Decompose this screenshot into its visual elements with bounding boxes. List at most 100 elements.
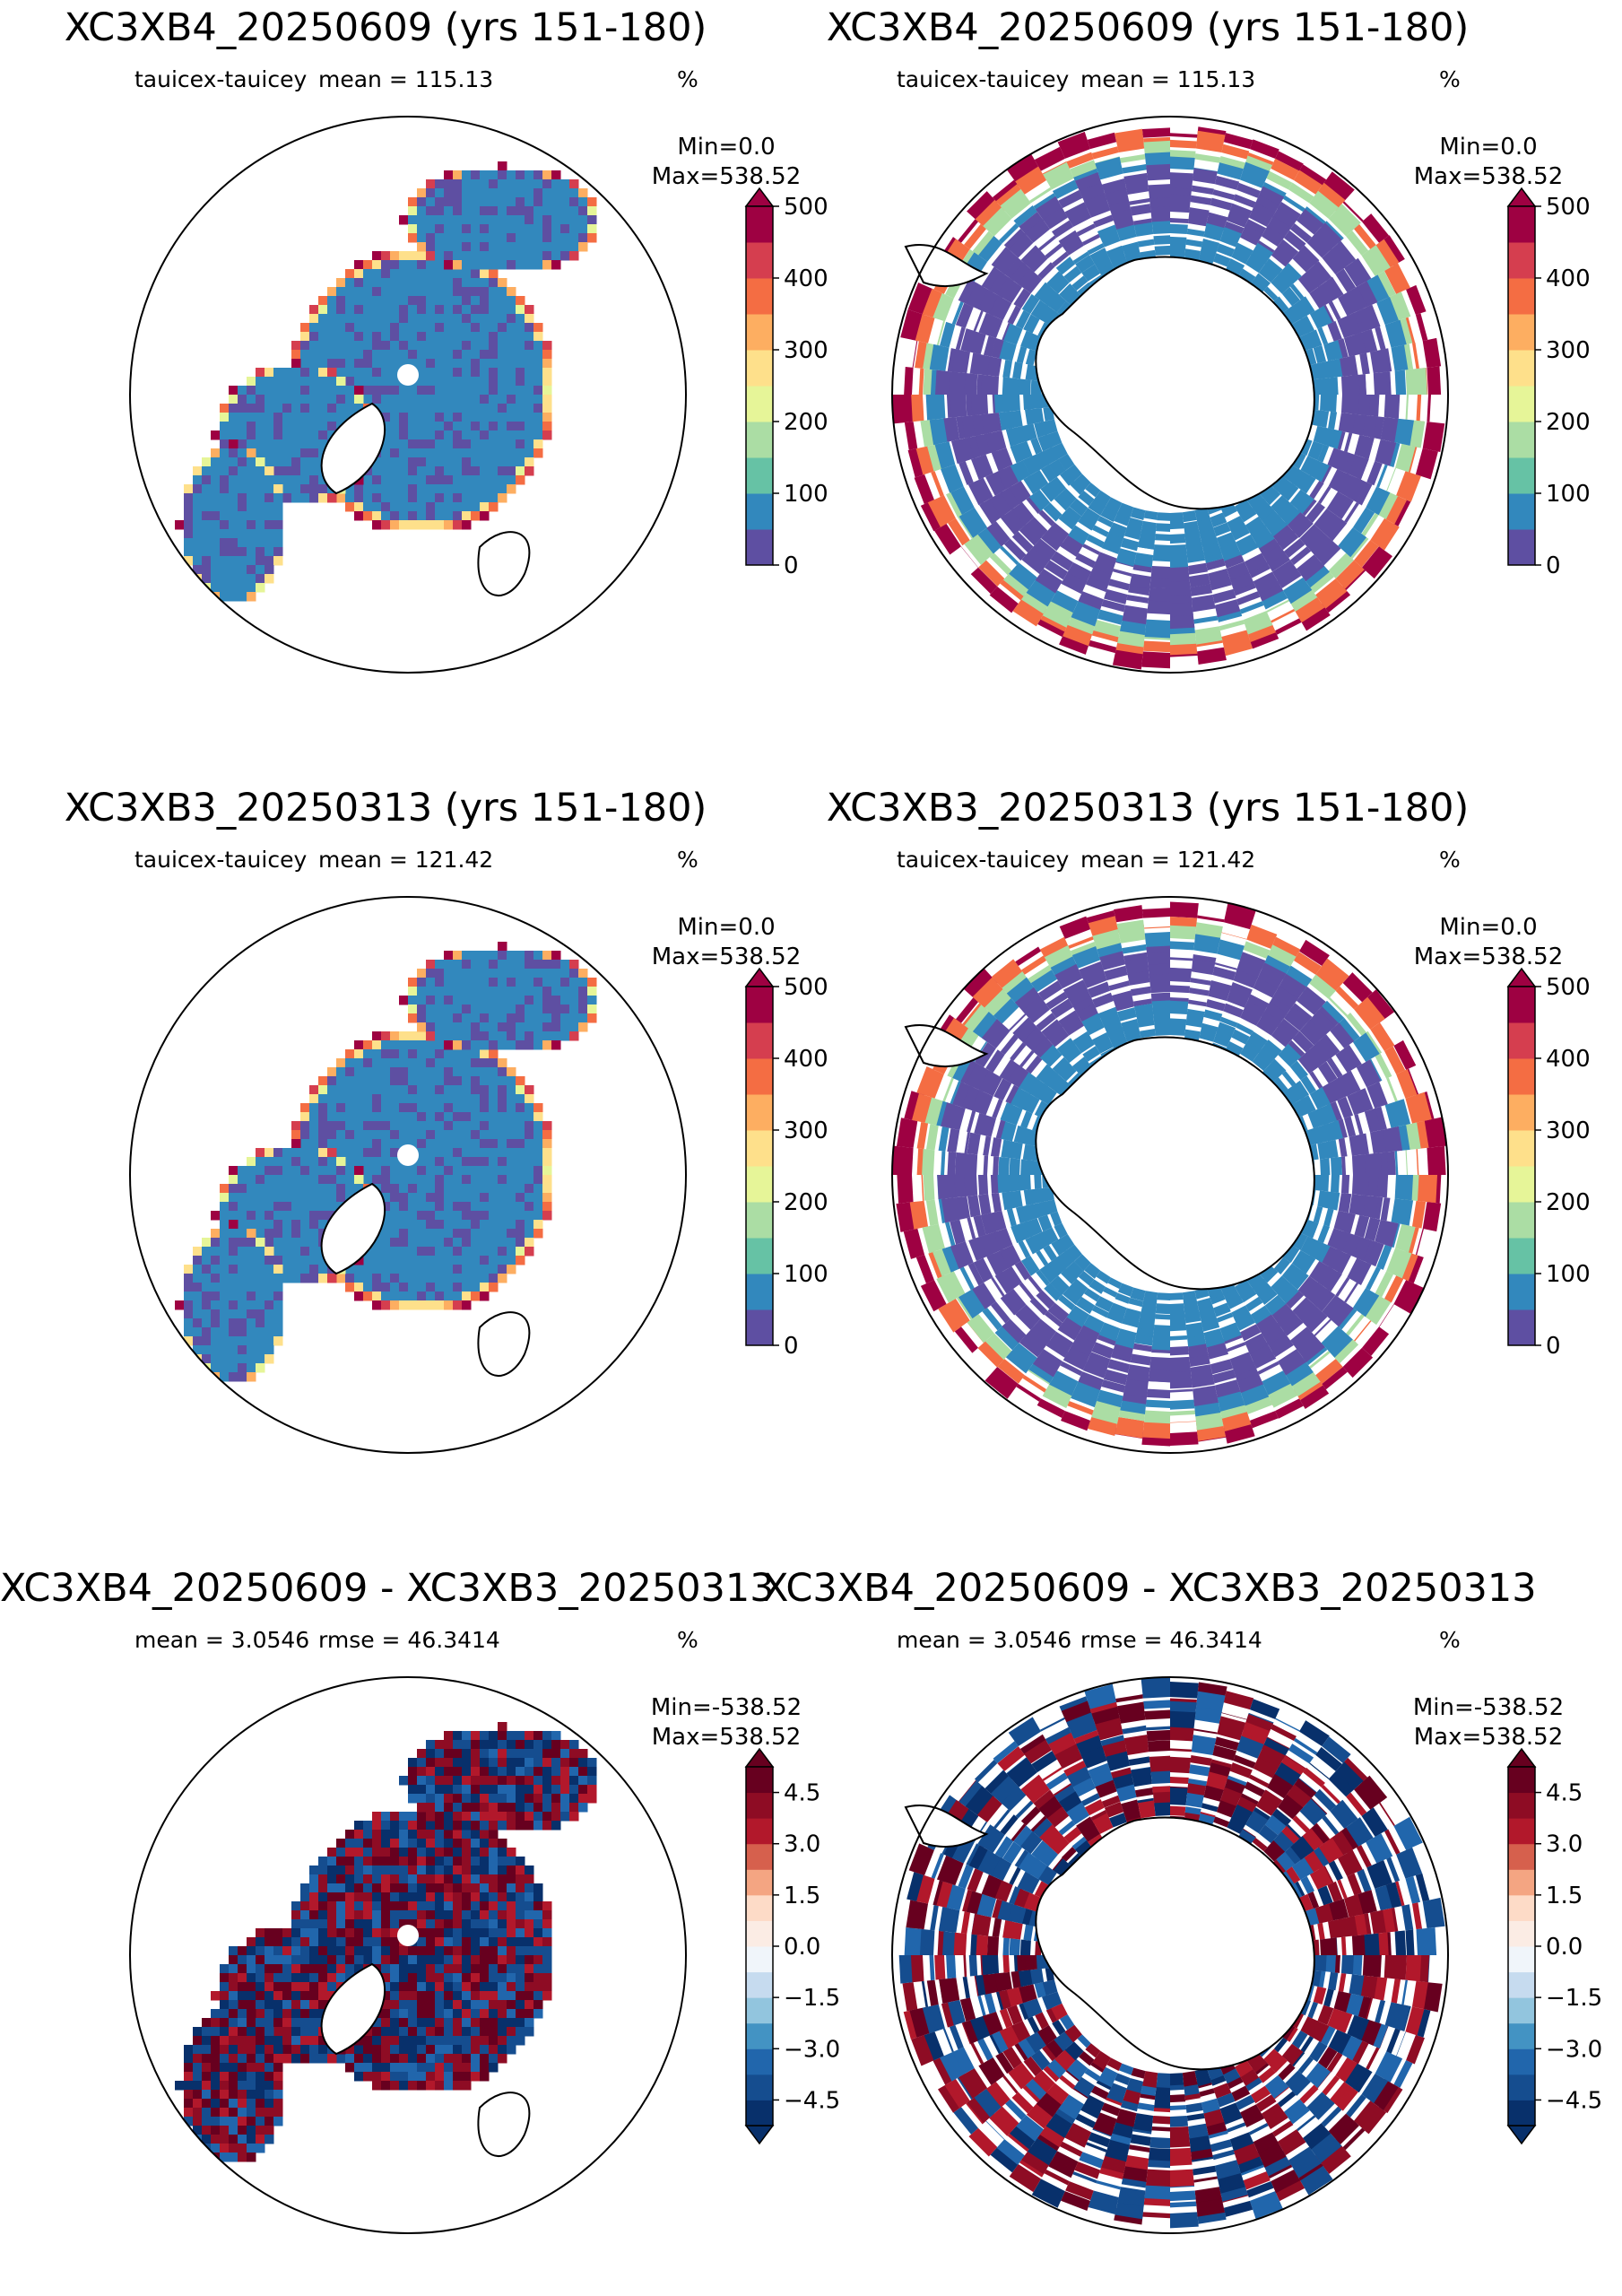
colorbar-segment xyxy=(1508,529,1535,566)
greenland-coastline xyxy=(320,402,386,495)
scandinavia-coastline xyxy=(477,531,531,596)
colorbar: 0 100 200 300 400 500 xyxy=(744,967,828,1360)
colorbar-segment xyxy=(746,1869,773,1896)
colorbar-tick-label: 0 xyxy=(1546,1333,1561,1360)
colorbar-extend-max xyxy=(1506,187,1537,207)
polar-map xyxy=(129,896,687,1454)
colorbar-segment xyxy=(1508,1094,1535,1131)
colorbar-tick-label: 1.5 xyxy=(784,1883,820,1909)
colorbar-tick-label: 300 xyxy=(784,1118,828,1144)
colorbar-segment xyxy=(1508,1920,1535,1947)
panel-0: XC3XB4_20250609 (yrs 151-180) tauicex-ta… xyxy=(0,0,828,735)
map-field xyxy=(175,942,597,1382)
panel-mean-label: mean = 115.13 xyxy=(318,66,494,92)
colorbar-segment xyxy=(746,1792,773,1819)
max-label: Max=538.52 xyxy=(1413,1724,1564,1751)
panel-variable-label: mean = 3.0546 xyxy=(134,1627,310,1653)
min-max-label: Min=0.0 Max=538.52 xyxy=(1408,133,1569,192)
colorbar-tick-label: 200 xyxy=(1546,1189,1591,1216)
colorbar-segment xyxy=(1508,1130,1535,1167)
colorbar-tick-label: 100 xyxy=(784,481,828,508)
colorbar-tick-label: 200 xyxy=(784,1189,828,1216)
colorbar-segment xyxy=(746,2100,773,2126)
colorbar-segment xyxy=(746,529,773,566)
colorbar-tick-label: 500 xyxy=(1546,194,1591,221)
colorbar-tick-label: 300 xyxy=(784,337,828,364)
colorbar-segment xyxy=(746,1997,773,2024)
colorbar-tick-label: 500 xyxy=(784,194,828,221)
colorbar-tick-label: 0.0 xyxy=(784,1934,820,1961)
map-field xyxy=(175,161,597,602)
colorbar-tick-label: −4.5 xyxy=(1546,2087,1602,2114)
colorbar-segment xyxy=(1508,1202,1535,1239)
scandinavia-coastline xyxy=(477,1311,531,1377)
min-label: Min=0.0 xyxy=(1439,134,1538,161)
colorbar-segment xyxy=(1508,1166,1535,1203)
colorbar-segment xyxy=(1508,1997,1535,2024)
colorbar-frame xyxy=(745,986,774,1346)
colorbar-tick-label: −1.5 xyxy=(1546,1985,1602,2012)
colorbar-segment xyxy=(1508,493,1535,530)
colorbar-segment xyxy=(746,1238,773,1274)
panel-mean-label: rmse = 46.3414 xyxy=(318,1627,500,1653)
south-america-coastline xyxy=(904,1805,989,1848)
panel-title: XC3XB3_20250313 (yrs 151-180) xyxy=(64,786,707,831)
colorbar-segment xyxy=(1508,2100,1535,2126)
map-boundary xyxy=(891,1676,1449,2234)
colorbar: −4.5 −3.0 −1.5 0.0 1.5 3.0 4.5 xyxy=(1506,1747,1602,2145)
colorbar-segment xyxy=(1508,1274,1535,1310)
colorbar-segment xyxy=(746,1309,773,1346)
panel-mean-label: mean = 115.13 xyxy=(1080,66,1256,92)
panel-variable-label: tauicex-tauicey xyxy=(134,847,308,873)
min-label: Min=0.0 xyxy=(677,134,776,161)
min-max-label: Min=-538.52 Max=538.52 xyxy=(1408,1693,1569,1752)
colorbar-segment xyxy=(746,493,773,530)
panel-mean-label: mean = 121.42 xyxy=(1080,847,1256,873)
colorbar-tick-label: 4.5 xyxy=(784,1780,820,1807)
colorbar-segment xyxy=(746,2048,773,2075)
map-field xyxy=(892,901,1448,1447)
pole-hole xyxy=(397,1144,419,1166)
colorbar-segment xyxy=(746,1843,773,1870)
colorbar-segment xyxy=(1508,2022,1535,2049)
panel-title: XC3XB3_20250313 (yrs 151-180) xyxy=(826,786,1470,831)
panel-title: XC3XB4_20250609 (yrs 151-180) xyxy=(64,5,707,50)
panel-variable-label: tauicex-tauicey xyxy=(897,847,1070,873)
map-boundary xyxy=(891,896,1449,1454)
colorbar-segment xyxy=(1508,2048,1535,2075)
colorbar: 0 100 200 300 400 500 xyxy=(1506,187,1591,579)
colorbar-tick-label: 0 xyxy=(1546,552,1561,579)
colorbar-segment xyxy=(1508,242,1535,279)
colorbar-segment xyxy=(746,1274,773,1310)
colorbar-segment xyxy=(746,1094,773,1131)
south-america-coastline xyxy=(904,244,989,288)
colorbar-segment xyxy=(1508,1894,1535,1921)
colorbar-segment xyxy=(746,1202,773,1239)
max-label: Max=538.52 xyxy=(651,163,802,190)
panel-5: XC3XB4_20250609 - XC3XB3_20250313 mean =… xyxy=(762,1561,1602,2296)
colorbar-segment xyxy=(1508,350,1535,387)
colorbar-segment xyxy=(746,1767,773,1794)
colorbar-segment xyxy=(1508,1818,1535,1845)
colorbar-frame xyxy=(745,205,774,566)
panel-4: XC3XB4_20250609 - XC3XB3_20250313 mean =… xyxy=(0,1561,840,2296)
antarctica-coastline xyxy=(1035,256,1315,510)
colorbar-segment xyxy=(746,1022,773,1059)
colorbar-tick-label: 100 xyxy=(1546,1261,1591,1288)
colorbar-segment xyxy=(746,242,773,279)
colorbar-tick-label: 300 xyxy=(1546,337,1591,364)
scandinavia-coastline xyxy=(477,2092,531,2157)
colorbar-segment xyxy=(746,1946,773,1973)
south-america-coastline xyxy=(904,1024,989,1068)
panel-mean-label: rmse = 46.3414 xyxy=(1080,1627,1262,1653)
colorbar-tick-label: 0.0 xyxy=(1546,1934,1583,1961)
colorbar-segment xyxy=(746,350,773,387)
panel-2: XC3XB3_20250313 (yrs 151-180) tauicex-ta… xyxy=(0,780,828,1516)
colorbar-tick-label: 1.5 xyxy=(1546,1883,1583,1909)
colorbar-segment xyxy=(746,1971,773,1998)
max-label: Max=538.52 xyxy=(1413,944,1564,970)
colorbar-segment xyxy=(746,987,773,1023)
map-boundary xyxy=(891,116,1449,674)
colorbar-tick-label: −3.0 xyxy=(1546,2036,1602,2063)
colorbar-tick-label: 0 xyxy=(784,552,799,579)
